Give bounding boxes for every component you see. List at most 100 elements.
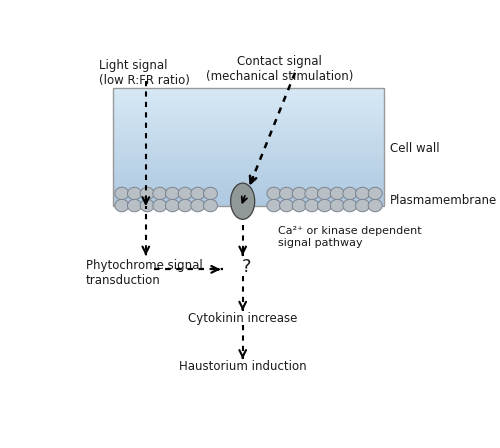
Bar (113, 203, 384, 206)
Bar (113, 88, 384, 206)
Circle shape (115, 199, 129, 212)
Bar (113, 184, 384, 186)
Circle shape (153, 199, 167, 212)
Bar (113, 115, 384, 117)
Circle shape (191, 187, 205, 200)
Text: ?: ? (242, 258, 252, 276)
Bar (113, 139, 384, 141)
Circle shape (166, 199, 179, 212)
Bar (113, 185, 384, 188)
Bar (113, 180, 384, 182)
Circle shape (343, 199, 357, 212)
Circle shape (330, 199, 344, 212)
Circle shape (153, 187, 167, 200)
Circle shape (204, 199, 218, 212)
Bar (113, 141, 384, 143)
Bar (113, 125, 384, 127)
Bar (113, 123, 384, 125)
Bar (113, 190, 384, 192)
Circle shape (305, 199, 319, 212)
Bar (113, 164, 384, 167)
Text: Plasmamembrane: Plasmamembrane (390, 194, 497, 207)
Bar (113, 155, 384, 157)
Bar (113, 102, 384, 104)
Circle shape (140, 187, 154, 200)
Bar (113, 108, 384, 110)
Bar (113, 129, 384, 131)
Bar (113, 96, 384, 98)
Circle shape (267, 199, 281, 212)
Circle shape (343, 187, 357, 200)
Bar (113, 156, 384, 159)
Circle shape (128, 187, 141, 200)
Circle shape (356, 187, 370, 200)
Bar (113, 178, 384, 180)
Text: Phytochrome signal
transduction: Phytochrome signal transduction (86, 259, 202, 287)
Text: Ca²⁺ or kinase dependent
signal pathway: Ca²⁺ or kinase dependent signal pathway (278, 226, 421, 248)
Bar (113, 145, 384, 147)
Bar (113, 88, 384, 90)
Circle shape (280, 199, 293, 212)
Bar (113, 194, 384, 196)
Bar (113, 121, 384, 124)
Bar (113, 182, 384, 184)
Bar (113, 174, 384, 176)
Circle shape (140, 199, 154, 212)
Circle shape (115, 187, 129, 200)
Circle shape (166, 187, 179, 200)
Circle shape (292, 199, 306, 212)
Bar (113, 198, 384, 200)
Circle shape (330, 187, 344, 200)
Bar (113, 103, 384, 106)
Bar (113, 113, 384, 116)
Bar (113, 99, 384, 102)
Bar (113, 146, 384, 149)
Bar (113, 195, 384, 198)
Circle shape (305, 187, 319, 200)
Bar (113, 191, 384, 194)
Circle shape (267, 187, 281, 200)
Bar (113, 148, 384, 151)
Bar (113, 127, 384, 129)
Text: Contact signal
(mechanical stimulation): Contact signal (mechanical stimulation) (206, 56, 353, 83)
Bar (113, 117, 384, 120)
Bar (113, 90, 384, 92)
Bar (113, 142, 384, 145)
Bar (113, 162, 384, 164)
Bar (113, 172, 384, 174)
Ellipse shape (230, 183, 254, 220)
Bar (113, 170, 384, 172)
Bar (113, 131, 384, 133)
Bar (113, 137, 384, 139)
Circle shape (368, 199, 382, 212)
Circle shape (318, 187, 332, 200)
Circle shape (318, 199, 332, 212)
Bar (113, 158, 384, 160)
Bar (113, 105, 384, 108)
Bar (113, 119, 384, 121)
Circle shape (178, 187, 192, 200)
Circle shape (368, 187, 382, 200)
Text: Cell wall: Cell wall (390, 142, 440, 155)
Bar (113, 201, 384, 203)
Text: Haustorium induction: Haustorium induction (179, 360, 306, 373)
Circle shape (191, 199, 205, 212)
Bar (113, 133, 384, 135)
Bar (113, 98, 384, 100)
Bar (113, 152, 384, 155)
Bar (113, 109, 384, 112)
Bar (113, 160, 384, 163)
Bar (113, 151, 384, 153)
Text: Cytokinin increase: Cytokinin increase (188, 312, 298, 325)
Bar (113, 166, 384, 168)
Bar (113, 176, 384, 178)
Bar (113, 135, 384, 137)
Bar (113, 199, 384, 202)
Circle shape (356, 199, 370, 212)
Bar (113, 112, 384, 114)
Circle shape (292, 187, 306, 200)
Circle shape (280, 187, 293, 200)
Circle shape (178, 199, 192, 212)
Bar (113, 188, 384, 190)
Circle shape (128, 199, 141, 212)
